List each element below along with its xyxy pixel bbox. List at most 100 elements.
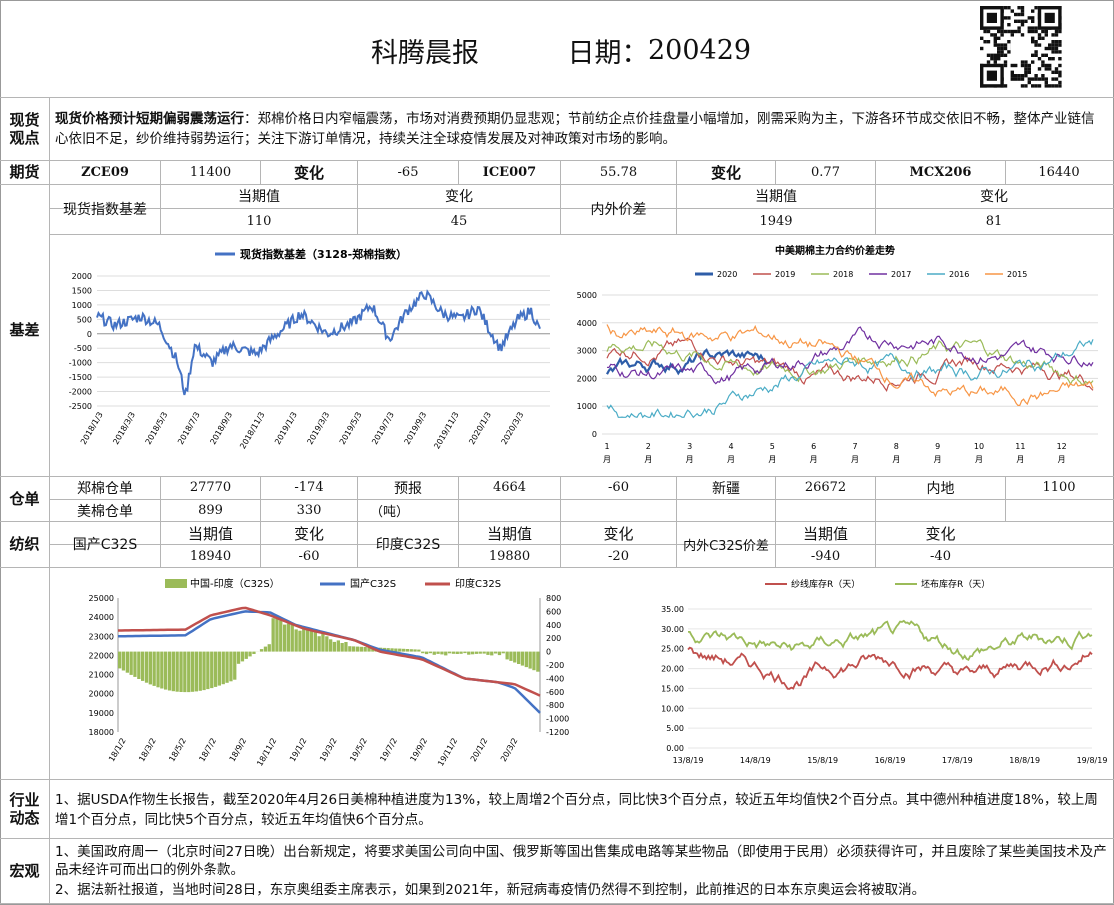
inventory-chart: 纱线库存R（天） 坯布库存R（天） 35.00 30.00 25.00 20.00 15.… — [661, 578, 1108, 765]
industry-label-line1: 行业 — [9, 790, 40, 809]
c32s-diff-bar — [175, 651, 179, 692]
spread-ytick: 4000 — [577, 319, 597, 328]
c32s-diff-bar — [325, 636, 329, 652]
c32s-diff-bar — [401, 648, 406, 652]
warehouse-label: 仓单 — [9, 489, 40, 508]
india-current-label: 当期值 — [486, 524, 532, 543]
c32s-diff-bar — [133, 651, 137, 677]
c32s-diff-bar — [213, 651, 218, 687]
c32s-diff-bar — [348, 646, 352, 652]
c32s-diff-bar — [217, 651, 221, 686]
spread-series-2019 — [606, 337, 1094, 393]
c32s-legend-label: 印度C32S — [455, 577, 501, 590]
c32s-diff-bar — [494, 651, 498, 654]
c32s-diff-bar — [194, 651, 198, 692]
c32s-diff-bar — [421, 651, 425, 654]
spread-legend-label: 2019 — [775, 270, 795, 279]
inventory-ytick: 15.00 — [661, 684, 684, 693]
spread-xtick: 5 — [770, 442, 775, 451]
basis-ytick: 1500 — [72, 286, 92, 295]
c32s-diff-bar — [167, 651, 172, 691]
inventory-xtick: 18/8/19 — [1009, 756, 1040, 765]
c32s-chart: 中国-印度（C32S） 国产C32S 印度C32S 25000 24000 23000 2… — [89, 577, 570, 768]
spot-index-basis-label: 现货指数基差 — [63, 202, 147, 218]
spread-xtick: 12 — [1057, 442, 1067, 451]
us-warehouse-value: 899 — [198, 503, 223, 518]
spot-headline: 现货价格预计短期偏弱震荡运行 — [55, 111, 244, 127]
c32s-yright-tick: -200 — [546, 661, 564, 670]
c32s-yright-tick: -1200 — [546, 728, 569, 737]
spread-series-2017 — [606, 326, 1094, 385]
spread-xtick-month: 月 — [1058, 455, 1066, 464]
c32s-xtick: 18/3/2 — [137, 737, 158, 764]
basis-xtick: 2019/5/3 — [338, 411, 364, 447]
spot-label-line2: 观点 — [9, 128, 40, 147]
basis-ytick: -1000 — [69, 359, 92, 368]
xinjiang-label: 新疆 — [712, 480, 740, 497]
c32s-diff-bar — [524, 651, 528, 668]
c32s-diff-bar — [164, 651, 168, 690]
c32s-diff-bar — [532, 651, 536, 671]
forecast-label: 预报 — [394, 480, 422, 497]
c32s-diff-bar — [290, 624, 294, 652]
c32s-diff-bar — [528, 651, 532, 669]
india-current-value: 19880 — [488, 548, 531, 564]
basis-ytick: -1500 — [69, 373, 92, 382]
spot-current-label: 当期值 — [238, 189, 280, 205]
basis-ytick: -2500 — [69, 402, 92, 411]
c32s-diff-bar — [283, 624, 287, 652]
forecast-change: -60 — [608, 480, 629, 495]
macro-line-1: 1、美国政府周一（北京时间27日晚）出台新规定，将要求美国公司向中国、俄罗斯等国… — [55, 844, 1107, 878]
spread-xtick: 4 — [728, 442, 733, 451]
spot-view-text: 现货价格预计短期偏弱震荡运行：郑棉价格日内窄幅震荡，市场对消费预期仍显悲观；节前… — [55, 109, 1107, 149]
basis-xtick: 2019/3/3 — [305, 411, 331, 447]
basis-xtick: 2018/9/3 — [208, 411, 234, 447]
spot-change-value: 45 — [450, 214, 468, 229]
c32s-diff-bar — [467, 651, 471, 655]
spread-xtick-month: 月 — [644, 455, 652, 464]
c32s-legend-label: 国产C32S — [350, 577, 396, 590]
c32s-diff-bar — [225, 651, 229, 683]
c32s-diff-bar — [432, 651, 436, 655]
c32s-diff-bar — [352, 646, 356, 652]
spread-label: 内外价差 — [590, 202, 647, 218]
c32s-legend-label: 中国-印度（C32S） — [190, 577, 280, 590]
ice-price: 55.78 — [599, 164, 638, 180]
c32s-yright-tick: 0 — [546, 648, 551, 657]
c32s-diff-bar — [474, 651, 479, 654]
c32s-diff-bar — [490, 651, 494, 656]
spot-body: ：郑棉价格日内窄幅震荡，市场对消费预期仍显悲观；节前纺企点价挂盘量小幅增加，刚需… — [55, 111, 1095, 147]
spread-xtick: 3 — [687, 442, 692, 451]
c32s-diff-bar — [336, 640, 340, 652]
spread-legend-label: 2016 — [949, 270, 969, 279]
xinjiang-value: 26672 — [804, 480, 847, 495]
c32s-xtick: 19/1/2 — [288, 737, 309, 764]
spread-ytick: 0 — [592, 430, 597, 439]
c32s-diff-bar — [275, 618, 279, 652]
basis-xtick: 2018/1/3 — [79, 411, 105, 447]
c32s-yleft-tick: 24000 — [89, 613, 114, 622]
spread-ytick: 5000 — [577, 291, 597, 300]
macro-line-2: 2、据法新社报道，当地时间28日，东京奥组委主席表示，如果到2021年，新冠病毒… — [55, 882, 926, 898]
basis-xtick: 2018/5/3 — [144, 411, 170, 447]
inventory-series-line — [687, 646, 1093, 690]
c32s-diff-bar — [259, 649, 264, 652]
c32s-diff-bar — [202, 651, 206, 691]
report-title: 科腾晨报 — [371, 37, 479, 69]
c32s-diff-bar — [210, 651, 214, 689]
c32s-yright-tick: -600 — [546, 688, 564, 697]
c32s-diff-bar — [447, 651, 452, 654]
inventory-xtick: 19/8/19 — [1077, 756, 1108, 765]
c32s-diff-bar — [137, 651, 141, 679]
inventory-series-line — [688, 619, 1093, 662]
c32s-diff-bar — [520, 651, 525, 666]
domestic-c32s-label: 国产C32S — [72, 537, 138, 553]
spread-xtick-month: 月 — [892, 455, 900, 464]
c32s-diff-bar — [536, 651, 540, 672]
c32s-diff-bar — [148, 651, 152, 685]
c32s-xtick: 19/9/2 — [408, 737, 429, 764]
basis-chart: 现货指数基差（3128-郑棉指数） 2000 1500 1000 500 0 -500 -1… — [69, 247, 550, 451]
c32s-diff-bar — [244, 651, 248, 659]
zce-warehouse-value: 27770 — [189, 480, 232, 495]
c32s-yleft-tick: 25000 — [89, 594, 114, 603]
